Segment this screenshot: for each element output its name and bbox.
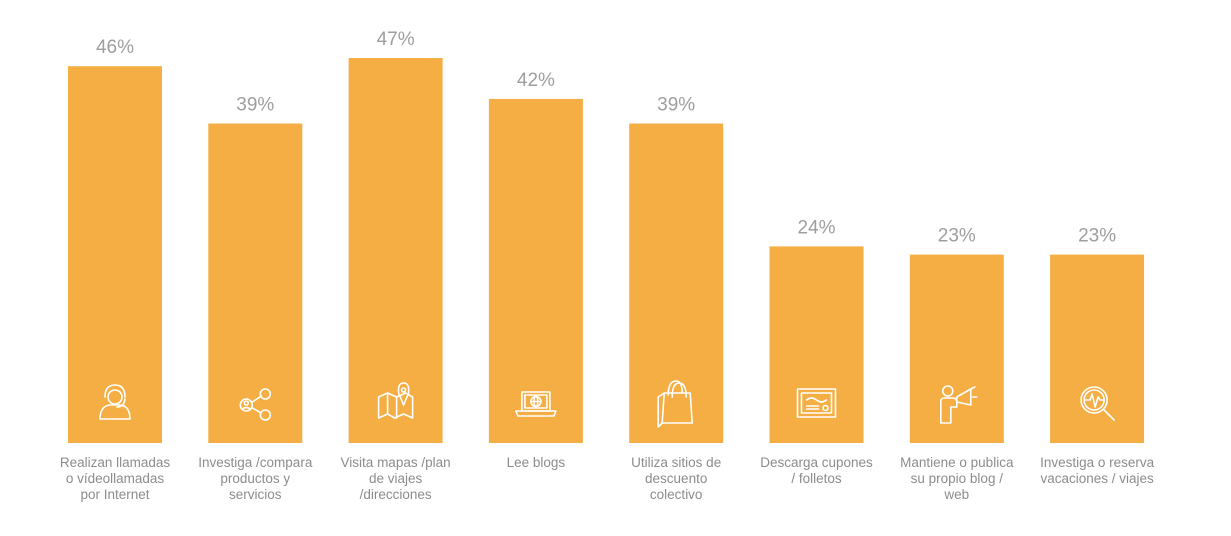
bar-utiliza-sitios-de [629,123,724,443]
category-label-line: Utiliza sitios de [631,455,721,470]
coupon-icon [796,388,837,418]
category-label-line: Visita mapas /plan [341,455,451,470]
category-label-line: Investiga /compara [198,455,313,470]
category-label-lee-blogs: Lee blogs [507,455,566,470]
category-label-line: productos y [220,471,290,486]
category-label-line: Mantiene o publica [900,455,1014,470]
headset-person-icon [99,384,131,420]
category-label-line: servicios [229,487,282,502]
category-label-line: o vídeollamadas [66,471,165,486]
share-network-icon [239,388,272,421]
category-label-mantiene-o-publica: Mantiene o publica su propio blog / web [900,455,1014,502]
bar-investiga-compara [208,123,303,443]
category-label-line: Realizan llamadas [60,455,171,470]
person-megaphone-icon [939,385,978,424]
category-label-visita-mapas-plan: Visita mapas /plan de viajes/direcciones [341,455,451,502]
shopping-bag-icon [657,380,694,428]
bar-realizan-llamadas [68,66,162,443]
category-label-line: web [943,487,969,502]
value-label-descarga-cupones: 24% [797,217,835,238]
value-label-utiliza-sitios-de: 39% [657,95,695,116]
category-label-line: vacaciones / viajes [1040,471,1154,486]
category-label-line: Descarga cupones [760,455,873,470]
category-label-utiliza-sitios-de: Utiliza sitios de descuento colectivo [631,455,721,502]
bar-investiga-o-reserva [1050,254,1145,443]
value-label-investiga-compara: 39% [236,95,274,116]
category-label-line: por Internet [80,487,149,502]
category-label-investiga-o-reserva: Investiga o reserva vacaciones / viajes [1040,455,1155,486]
category-label-line: descuento [645,471,707,486]
category-label-line: Investiga o reserva [1040,455,1155,470]
map-pin-icon [377,382,414,419]
value-label-lee-blogs: 42% [517,70,555,91]
category-label-line: su propio blog / [911,471,1004,486]
category-label-investiga-compara: Investiga /compara productos y servicios [198,455,313,502]
category-label-line: / folletos [791,471,842,486]
bar-descarga-cupones [769,246,864,443]
category-label-descarga-cupones: Descarga cupones / folletos [760,455,873,486]
category-label-line: colectivo [650,487,703,502]
value-label-visita-mapas-plan: 47% [377,29,415,50]
category-label-line: /direcciones [360,487,432,502]
category-label-realizan-llamadas: Realizan llamadas o vídeollamadas por Inte… [60,455,171,502]
category-label-line: Lee blogs [507,455,566,470]
category-label-line: de viajes [369,471,423,486]
value-label-mantiene-o-publica: 23% [938,226,976,247]
bar-mantiene-o-publica [909,254,1004,443]
bar-visita-mapas-plan [348,58,443,443]
magnifier-pulse-icon [1080,386,1115,421]
bar-lee-blogs [488,98,583,443]
laptop-globe-icon [515,391,557,417]
value-label-investiga-o-reserva: 23% [1078,226,1116,247]
value-label-realizan-llamadas: 46% [96,37,134,58]
